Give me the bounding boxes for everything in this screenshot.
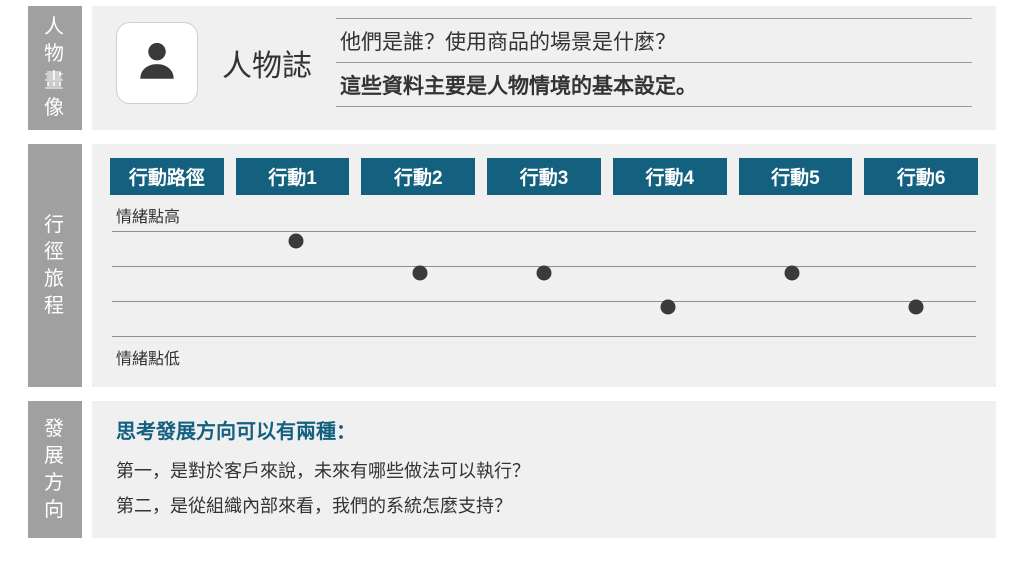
journey-tabs: 行動路徑行動1 行動2 行動3 行動4 行動5 行動6	[110, 158, 978, 195]
journey-row: 行徑旅程 行動路徑行動1 行動2 行動3 行動4 行動5 行動6 情緒點高 情緒點低	[28, 144, 996, 387]
tab-action-3: 行動3	[487, 158, 601, 195]
persona-side-label: 人物畫像	[28, 6, 82, 130]
emotion-point-4	[661, 300, 676, 315]
tab-action-6: 行動6	[864, 158, 978, 195]
tab-path-header: 行動路徑	[110, 158, 224, 195]
emotion-point-3	[537, 265, 552, 280]
direction-row: 發展方向 思考發展方向可以有兩種： 第一，是對於客戶來說，未來有哪些做法可以執行…	[28, 401, 996, 538]
journey-panel: 行動路徑行動1 行動2 行動3 行動4 行動5 行動6 情緒點高 情緒點低	[92, 144, 996, 387]
emotion-point-5	[785, 265, 800, 280]
direction-panel: 思考發展方向可以有兩種： 第一，是對於客戶來說，未來有哪些做法可以執行？ 第二，…	[92, 401, 996, 538]
persona-row: 人物畫像 人物誌 他們是誰？使用商品的場景是什麼？ 這些資料主要是人物情境的基本…	[28, 6, 996, 130]
gridline	[112, 231, 976, 232]
direction-line1: 第一，是對於客戶來說，未來有哪些做法可以執行？	[116, 454, 972, 489]
tab-action-1: 行動1	[236, 158, 350, 195]
direction-title: 思考發展方向可以有兩種：	[116, 415, 972, 444]
gridline	[112, 336, 976, 337]
persona-q2: 這些資料主要是人物情境的基本設定。	[336, 63, 972, 107]
persona-panel: 人物誌 他們是誰？使用商品的場景是什麼？ 這些資料主要是人物情境的基本設定。	[92, 6, 996, 130]
avatar-box	[116, 22, 198, 104]
emotion-point-2	[413, 265, 428, 280]
emotion-point-6	[909, 300, 924, 315]
persona-title: 人物誌	[222, 41, 312, 85]
label-emotion-low: 情緒點低	[116, 345, 180, 369]
tab-action-4: 行動4	[613, 158, 727, 195]
direction-line2: 第二，是從組織內部來看，我們的系統怎麼支持？	[116, 489, 972, 524]
person-icon	[132, 35, 182, 90]
label-emotion-high: 情緒點高	[116, 203, 180, 227]
tab-action-5: 行動5	[739, 158, 853, 195]
emotion-point-1	[289, 234, 304, 249]
journey-side-label: 行徑旅程	[28, 144, 82, 387]
persona-q1: 他們是誰？使用商品的場景是什麼？	[336, 18, 972, 63]
direction-side-label: 發展方向	[28, 401, 82, 538]
persona-texts: 他們是誰？使用商品的場景是什麼？ 這些資料主要是人物情境的基本設定。	[336, 18, 972, 107]
journey-chart: 情緒點高 情緒點低	[110, 205, 978, 365]
gridline	[112, 301, 976, 302]
tab-action-2: 行動2	[361, 158, 475, 195]
